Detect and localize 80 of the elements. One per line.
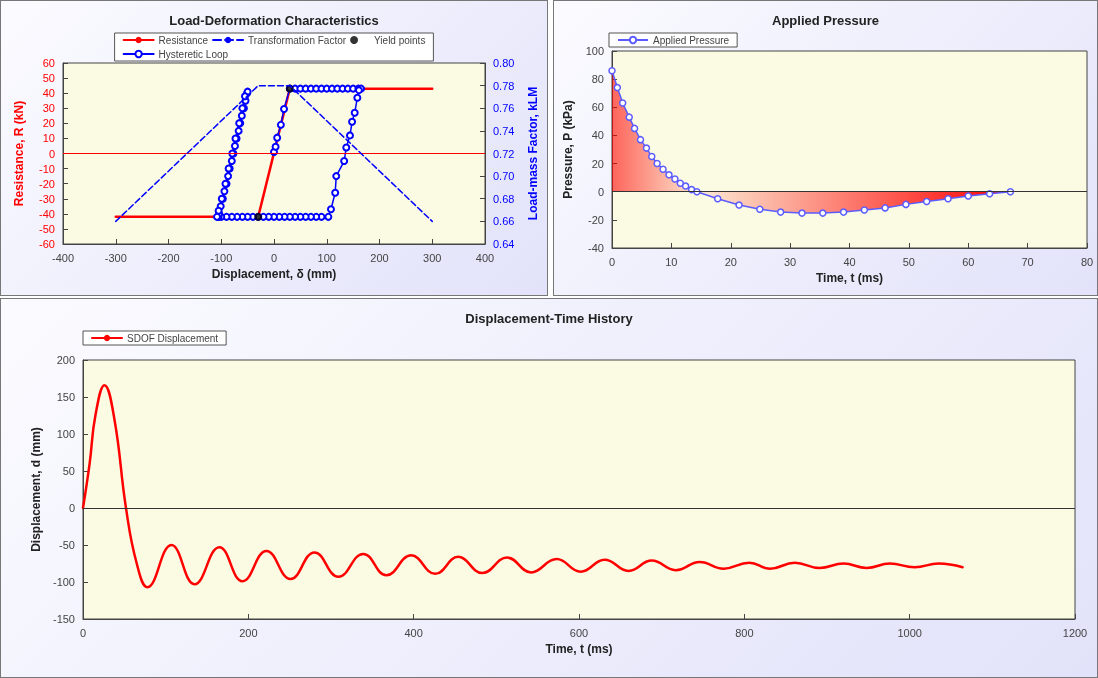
y-tick-label: 150 xyxy=(56,391,75,403)
y2-tick-label: 0.74 xyxy=(493,124,515,137)
y-tick-label: 80 xyxy=(591,73,604,86)
y-axis-title: Resistance, R (kN) xyxy=(12,100,26,207)
x-tick-label: -400 xyxy=(51,251,75,264)
y-tick-label: -60 xyxy=(39,238,55,250)
x-tick-label: 1200 xyxy=(1062,626,1088,639)
y2-tick-label: 0.64 xyxy=(493,238,515,250)
x-tick-label: 400 xyxy=(475,251,495,264)
x-tick-label: 40 xyxy=(843,255,856,268)
x-tick-label: 20 xyxy=(724,255,737,268)
y2-tick-label: 0.70 xyxy=(493,170,515,183)
x-tick-label: 30 xyxy=(784,255,797,268)
x-tick-label: 0 xyxy=(608,255,616,268)
y-tick-label: 20 xyxy=(591,157,604,170)
y-tick-label: 40 xyxy=(42,87,55,100)
line-series xyxy=(81,383,964,589)
y-tick-label: 0 xyxy=(597,185,604,198)
y-tick-label: 50 xyxy=(62,465,75,477)
x-tick-label: 0 xyxy=(270,251,278,264)
y2-axis-title: Load-mass Factor, kLM xyxy=(526,86,540,221)
y-tick-label: -50 xyxy=(59,539,75,551)
legend-label: Yield points xyxy=(374,34,426,46)
y-tick-label: 20 xyxy=(42,117,55,130)
y-tick-label: 30 xyxy=(42,102,55,115)
x-tick-label: 200 xyxy=(370,251,389,264)
x-axis-title: Time, t (ms) xyxy=(815,271,884,285)
x-tick-label: 200 xyxy=(239,626,258,639)
y-tick-label: -20 xyxy=(588,213,604,226)
y-tick-label: 60 xyxy=(591,101,604,114)
y-axis-title: Pressure, P (kPa) xyxy=(561,100,575,199)
chart-title: Applied Pressure xyxy=(772,13,879,28)
x-tick-label: 80 xyxy=(1080,255,1094,268)
x-tick-label: 70 xyxy=(1021,255,1034,268)
legend-label: SDOF Displacement xyxy=(127,332,219,344)
y-tick-label: -50 xyxy=(39,222,55,235)
x-tick-label: 800 xyxy=(735,626,754,639)
x-tick-label: 10 xyxy=(665,255,678,268)
legend-label: Applied Pressure xyxy=(653,34,730,46)
chart-title: Displacement-Time History xyxy=(465,311,634,326)
y-tick-label: -10 xyxy=(39,162,55,175)
y-tick-label: 60 xyxy=(42,57,55,69)
y-tick-label: 100 xyxy=(56,428,75,440)
x-tick-label: 60 xyxy=(962,255,975,268)
y2-tick-label: 0.72 xyxy=(493,147,515,160)
y-tick-label: -40 xyxy=(39,207,55,220)
y2-tick-label: 0.76 xyxy=(493,102,515,115)
y-tick-label: 200 xyxy=(56,354,75,366)
chart-title: Load-Deformation Characteristics xyxy=(169,13,379,28)
x-tick-label: 300 xyxy=(423,251,442,264)
y-tick-label: 10 xyxy=(42,132,55,145)
x-tick-label: 600 xyxy=(569,626,589,639)
y-tick-label: 0 xyxy=(48,147,55,160)
x-tick-label: 0 xyxy=(79,626,87,639)
y-axis-title: Displacement, d (mm) xyxy=(29,427,44,552)
x-tick-label: 1000 xyxy=(897,626,922,639)
x-tick-label: -300 xyxy=(104,251,127,264)
x-axis-title: Displacement, δ (mm) xyxy=(211,267,337,281)
x-tick-label: -100 xyxy=(210,251,233,264)
y2-tick-label: 0.66 xyxy=(493,215,515,228)
x-tick-label: 100 xyxy=(317,251,336,264)
y-tick-label: -100 xyxy=(52,576,75,588)
x-tick-label: -200 xyxy=(157,251,180,264)
y-tick-label: 50 xyxy=(42,72,55,85)
x-tick-label: 400 xyxy=(404,626,423,639)
x-tick-label: 50 xyxy=(902,255,915,268)
y-tick-label: -30 xyxy=(39,192,55,205)
legend-label: Transformation Factor xyxy=(248,34,347,46)
y2-tick-label: 0.68 xyxy=(493,192,515,205)
y-tick-label: -40 xyxy=(588,242,604,254)
legend-label: Resistance xyxy=(158,34,209,46)
x-axis-title: Time, t (ms) xyxy=(545,642,613,656)
y-tick-label: 40 xyxy=(591,129,604,142)
y-tick-label: 100 xyxy=(585,45,604,57)
legend-label: Hysteretic Loop xyxy=(158,48,229,60)
y-tick-label: -20 xyxy=(39,177,55,190)
y-tick-label: -150 xyxy=(52,613,75,625)
y2-tick-label: 0.78 xyxy=(493,79,515,92)
y-tick-label: 0 xyxy=(68,502,75,514)
y2-tick-label: 0.80 xyxy=(493,57,515,69)
